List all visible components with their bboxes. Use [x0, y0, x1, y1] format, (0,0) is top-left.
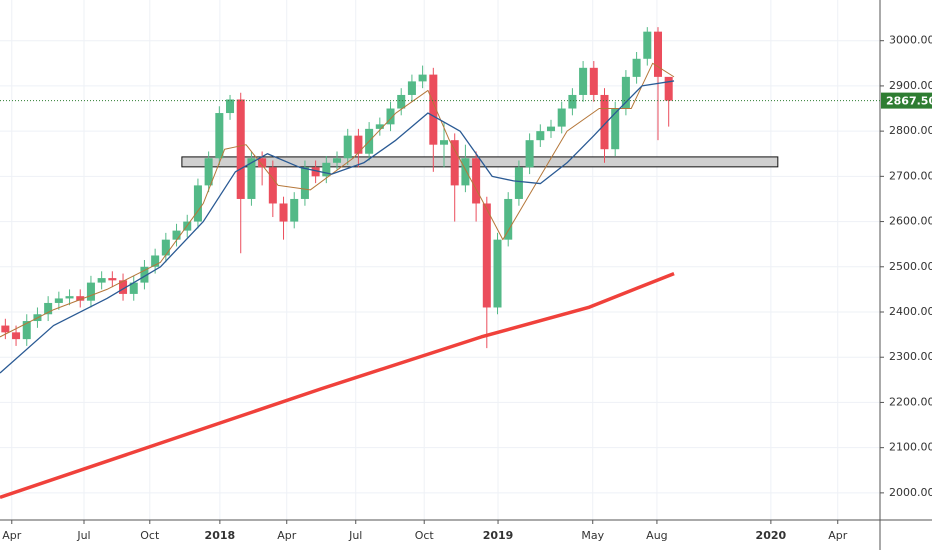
candle-body	[290, 198, 299, 222]
candle-body	[418, 74, 427, 82]
y-tick-label: 2700.00	[889, 169, 932, 182]
y-tick-label: 2600.00	[889, 215, 932, 228]
candle-body	[172, 230, 181, 240]
candle-body	[97, 278, 106, 283]
candle-body	[258, 158, 267, 168]
candle-body	[343, 135, 352, 159]
candle-body	[536, 131, 545, 141]
last-price-box	[881, 92, 932, 109]
candle-body	[161, 239, 170, 256]
candle-body	[600, 94, 609, 150]
y-tick-label: 2500.00	[889, 260, 932, 273]
candle-body	[86, 282, 95, 301]
y-tick-label: 3000.00	[889, 34, 932, 47]
candle-body	[407, 81, 416, 95]
candle-body	[140, 266, 149, 283]
candle-body	[386, 108, 395, 125]
candle-body	[461, 158, 470, 186]
candle-body	[1, 325, 10, 333]
x-tick-label: Oct	[415, 529, 435, 542]
candle-body	[375, 124, 384, 129]
x-tick-label: Oct	[140, 529, 160, 542]
candle-body	[44, 302, 53, 315]
candle-body	[568, 94, 577, 109]
last-price-label: 2867.50	[886, 95, 932, 108]
candle-body	[514, 167, 523, 199]
candle-body	[653, 31, 663, 77]
candle-body	[119, 280, 128, 294]
y-tick-label: 2800.00	[889, 124, 932, 137]
candle-body	[54, 298, 63, 303]
moving-average	[0, 271, 675, 500]
x-tick-label: 2019	[483, 529, 514, 542]
candle-body	[22, 321, 31, 340]
x-tick-label: Apr	[828, 529, 848, 542]
candle-body	[193, 185, 202, 222]
candle-body	[632, 58, 641, 77]
moving-average	[0, 62, 675, 338]
y-tick-label: 2900.00	[889, 79, 932, 92]
candle-body	[482, 203, 491, 308]
x-tick-label: Apr	[2, 529, 22, 542]
candle-body	[504, 198, 513, 240]
candle-body	[236, 99, 245, 199]
x-tick-label: Aug	[646, 529, 667, 542]
candle-body	[493, 239, 502, 308]
y-tick-label: 2300.00	[889, 350, 932, 363]
y-tick-label: 2000.00	[889, 486, 932, 499]
candle-body	[472, 158, 481, 204]
candle-body	[322, 162, 331, 177]
candle-body	[643, 31, 652, 59]
candle-body	[279, 203, 288, 222]
candle-body	[300, 167, 309, 199]
x-tick-label: Apr	[277, 529, 297, 542]
moving-average	[0, 80, 675, 374]
y-tick-label: 2200.00	[889, 395, 932, 408]
candle-body	[525, 140, 534, 168]
candle-body	[204, 158, 213, 186]
candle-body	[226, 99, 235, 114]
x-tick-label: Jul	[348, 529, 362, 542]
x-tick-label: May	[581, 529, 604, 542]
candle-body	[108, 278, 117, 281]
x-tick-label: Jul	[76, 529, 90, 542]
x-tick-label: 2020	[756, 529, 787, 542]
candle-body	[579, 67, 588, 95]
candle-body	[333, 158, 342, 163]
candle-body	[589, 67, 598, 95]
candle-body	[65, 296, 74, 299]
candle-body	[450, 140, 459, 186]
candle-body	[354, 135, 363, 154]
y-tick-label: 2100.00	[889, 441, 932, 454]
candle-body	[621, 76, 630, 109]
candle-body	[268, 167, 277, 204]
x-tick-label: 2018	[205, 529, 236, 542]
candle-body	[12, 332, 21, 340]
candle-body	[611, 108, 620, 150]
y-tick-label: 2400.00	[889, 305, 932, 318]
candle-body	[247, 158, 256, 199]
candle-body	[429, 74, 438, 145]
candle-body	[440, 140, 449, 145]
candle-body	[76, 296, 85, 301]
candle-body	[215, 113, 224, 159]
candle-body	[397, 94, 406, 109]
candle-body	[129, 282, 138, 294]
candle-body	[557, 108, 566, 127]
candle-body	[664, 76, 673, 101]
candle-body	[311, 167, 320, 177]
candle-body	[151, 255, 160, 267]
candle-body	[546, 126, 556, 132]
